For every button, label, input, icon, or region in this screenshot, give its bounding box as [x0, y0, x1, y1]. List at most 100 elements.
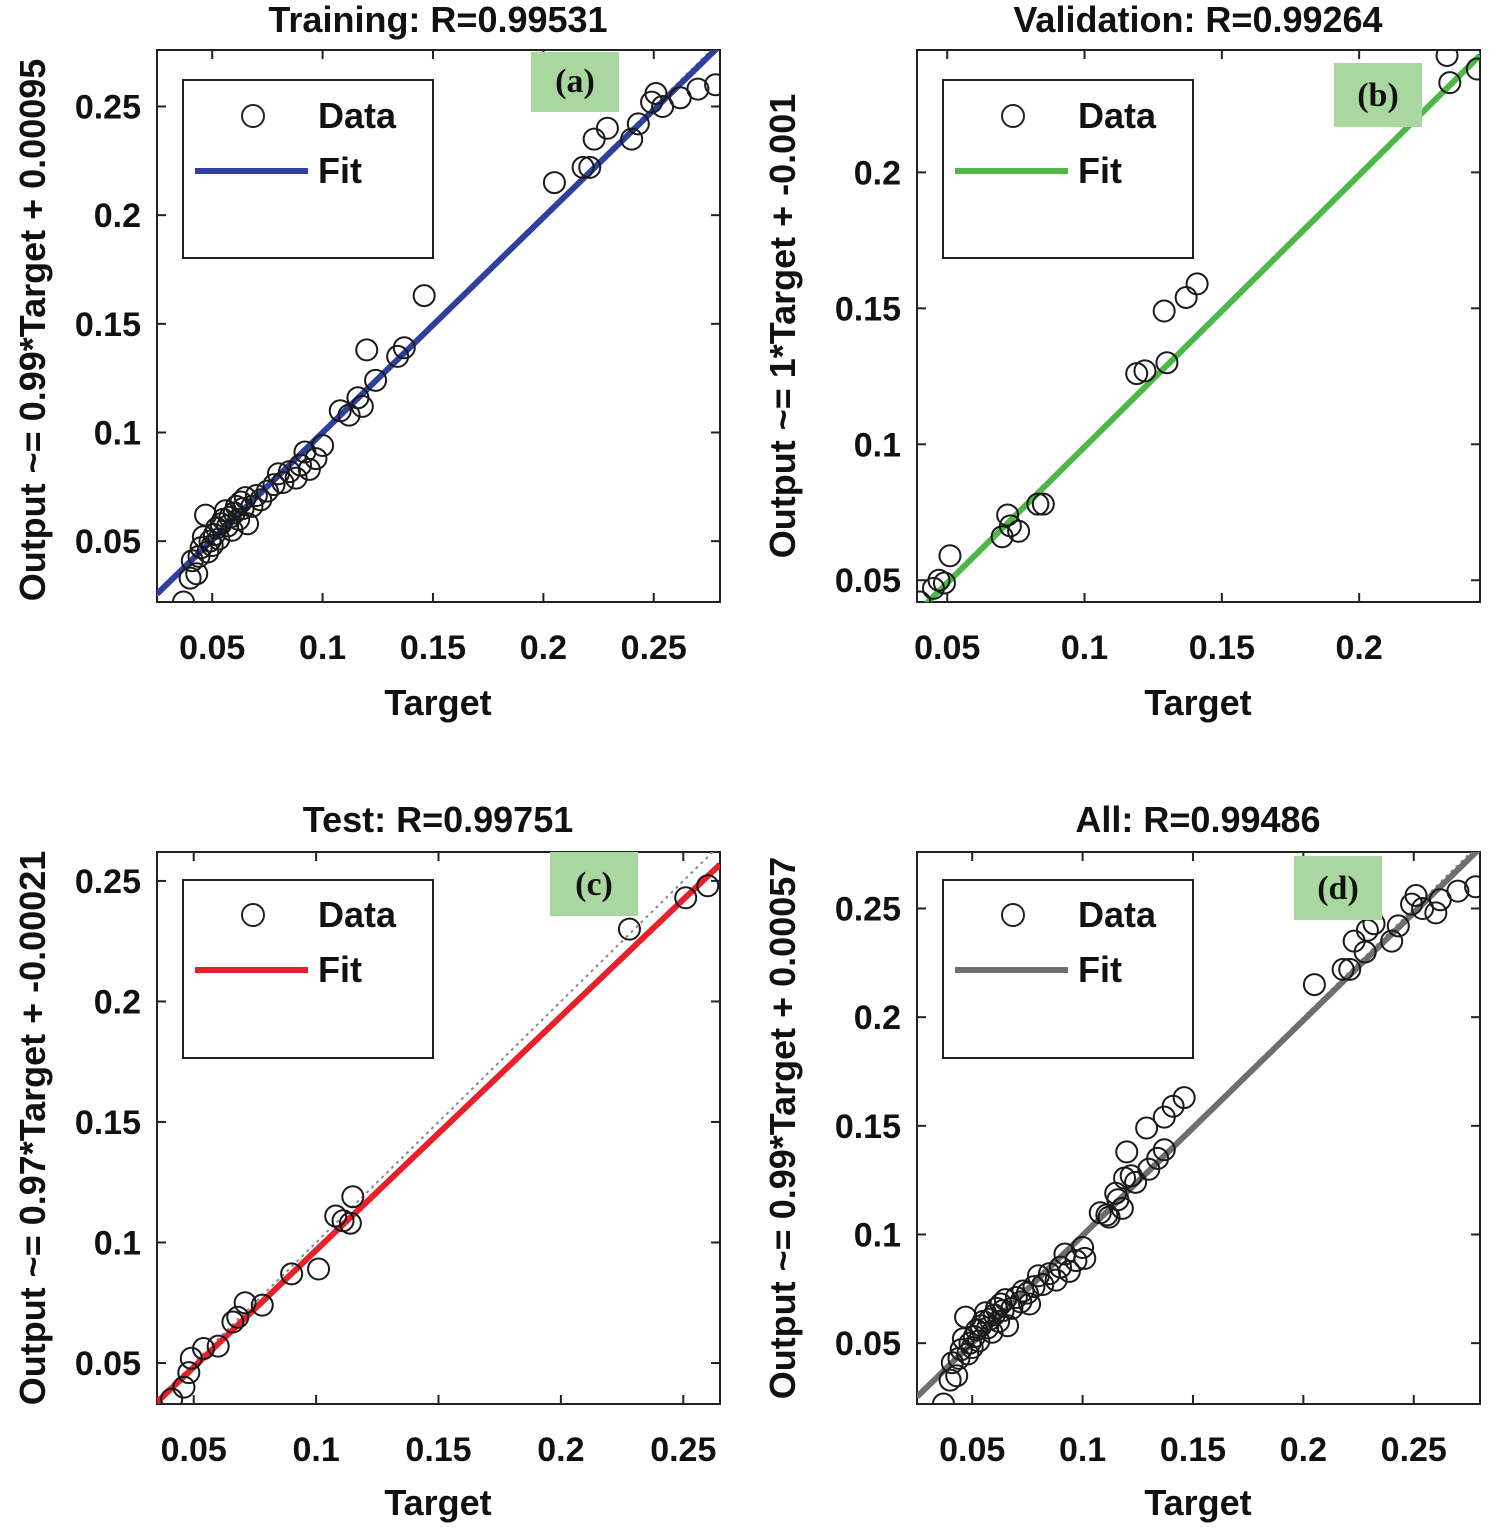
- x-axis-label: Target: [384, 682, 491, 723]
- data-point: [206, 1334, 230, 1358]
- x-tick-label: 0.2: [1280, 1431, 1327, 1469]
- legend-fit-label: Fit: [318, 150, 362, 191]
- data-point: [364, 368, 388, 392]
- axis-ticks: 0.05 0.1 0.15 0.2 0.25 0.05 0.1 0.15 0.2 0.25: [835, 852, 1480, 1469]
- chart-title: All: R=0.99486: [1075, 799, 1320, 840]
- data-point: [1380, 929, 1404, 953]
- x-tick-label: 0.15: [1189, 629, 1255, 667]
- data-point: [1435, 50, 1459, 67]
- y-axis-label: Output ~= 0.99*Target + 0.00057: [762, 857, 803, 1400]
- data-point: [917, 590, 932, 602]
- x-tick-label: 0.1: [1059, 1431, 1106, 1469]
- legend-fit-label: Fit: [318, 949, 362, 990]
- legend-fit-label: Fit: [1078, 949, 1122, 990]
- data-point: [1152, 1138, 1176, 1162]
- y-tick-label: 0.15: [75, 1104, 141, 1142]
- data-point: [1110, 1196, 1134, 1220]
- legend-data-label: Data: [1078, 894, 1157, 935]
- legend-data-marker-icon: [1001, 104, 1025, 128]
- x-tick-label: 0.15: [1160, 1431, 1226, 1469]
- data-point: [1404, 883, 1428, 907]
- data-point: [1135, 1116, 1159, 1140]
- data-point: [1152, 299, 1176, 323]
- y-tick-label: 0.1: [854, 426, 901, 464]
- panel-badge-label: (a): [555, 63, 595, 100]
- data-point: [644, 81, 668, 105]
- data-point: [1438, 71, 1462, 95]
- legend-data-label: Data: [318, 95, 397, 136]
- data-point: [192, 1337, 216, 1361]
- data-point: [1115, 1140, 1139, 1164]
- data-point: [233, 486, 257, 510]
- panel-training: Training: R=0.99531 0.05 0.1 0.15 0.2 0.250.…: [12, 0, 721, 723]
- data-point: [311, 434, 335, 458]
- y-tick-label: 0.2: [94, 197, 141, 235]
- data-point: [1172, 1086, 1196, 1110]
- data-point: [932, 571, 956, 595]
- data-point: [1424, 901, 1448, 925]
- data-point: [996, 503, 1020, 527]
- data-point: [1057, 1259, 1081, 1283]
- data-point: [1022, 1275, 1046, 1299]
- data-point: [1331, 957, 1355, 981]
- data-point: [617, 917, 641, 941]
- y-tick-label: 0.05: [835, 562, 901, 600]
- data-point: [1004, 1286, 1028, 1310]
- panel-test: Test: R=0.99751 0.05 0.1 0.15 0.2 0.250.050.…: [12, 799, 721, 1523]
- data-point: [945, 1364, 969, 1388]
- y-axis-label: Output ~= 0.97*Target + -0.00021: [12, 851, 53, 1406]
- x-tick-label: 0.05: [161, 1431, 227, 1469]
- data-point: [338, 1211, 362, 1235]
- data-point: [1124, 1170, 1148, 1194]
- x-tick-label: 0.25: [650, 1431, 716, 1469]
- data-point: [571, 155, 595, 179]
- y-tick-label: 0.25: [75, 89, 141, 127]
- y-tick-label: 0.1: [854, 1216, 901, 1254]
- y-tick-label: 0.15: [75, 306, 141, 344]
- data-point: [221, 1310, 245, 1334]
- data-point: [185, 562, 209, 586]
- x-axis-label: Target: [1144, 682, 1251, 723]
- data-point: [284, 466, 308, 490]
- legend-data-label: Data: [318, 894, 397, 935]
- x-tick-label: 0.1: [1061, 629, 1108, 667]
- data-point: [341, 1185, 365, 1209]
- y-axis-label: Output ~= 0.99*Target + 0.00095: [12, 59, 53, 602]
- x-tick-label: 0.2: [520, 629, 567, 667]
- chart-title: Test: R=0.99751: [303, 799, 574, 840]
- data-point: [226, 1305, 250, 1329]
- data-point: [233, 1291, 257, 1315]
- legend: Data Fit: [182, 879, 434, 1059]
- data-point: [160, 1387, 184, 1404]
- data-point: [250, 1293, 274, 1317]
- data-point: [178, 566, 202, 590]
- panel-badge: [531, 52, 619, 112]
- data-point: [171, 590, 195, 602]
- data-point: [262, 473, 286, 497]
- data-point: [686, 77, 710, 101]
- x-tick-label: 0.15: [405, 1431, 471, 1469]
- axis-ticks: 0.05 0.1 0.15 0.2 0.05 0.1 0.15 0.2: [835, 50, 1480, 667]
- panel-validation: Validation: R=0.99264 0.05 0.1 0.15 0.20.05…: [762, 0, 1481, 723]
- y-tick-label: 0.1: [94, 1224, 141, 1262]
- data-point: [1133, 359, 1157, 383]
- data-point: [1073, 1246, 1097, 1270]
- data-point: [931, 1392, 955, 1404]
- data-point: [271, 470, 295, 494]
- x-tick-label: 0.2: [537, 1431, 584, 1469]
- data-point: [1009, 1290, 1033, 1314]
- data-point: [1095, 1203, 1119, 1227]
- axis-ticks: 0.05 0.1 0.15 0.2 0.25 0.05 0.1 0.15 0.2 0.25: [75, 50, 720, 667]
- panel-badge: [1334, 63, 1422, 127]
- data-point: [177, 1361, 201, 1385]
- data-point: [595, 116, 619, 140]
- plot-marks: [157, 50, 720, 602]
- data-point: [280, 1262, 304, 1286]
- data-point: [578, 155, 602, 179]
- y-tick-label: 0.2: [854, 999, 901, 1037]
- legend: Data Fit: [182, 79, 434, 259]
- y-tick-label: 0.05: [835, 1325, 901, 1363]
- y-tick-label: 0.2: [94, 983, 141, 1021]
- legend-data-marker-icon: [1001, 903, 1025, 927]
